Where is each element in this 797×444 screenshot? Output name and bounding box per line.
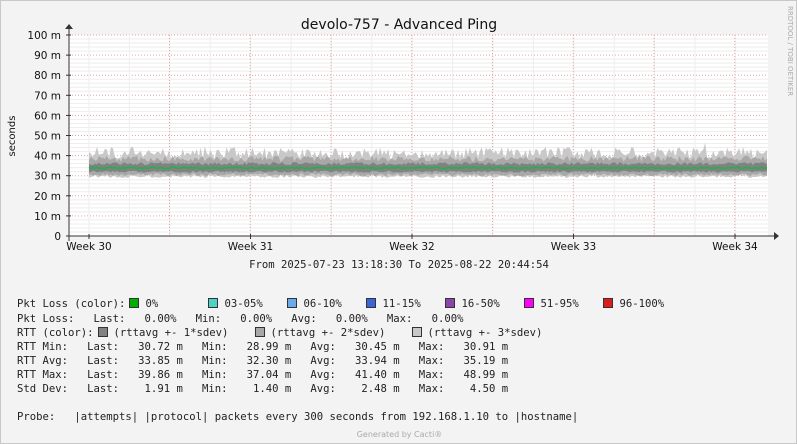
pkt-loss-swatch	[287, 298, 298, 308]
x-tick-label: Week 30	[66, 241, 111, 253]
rtt-avg-stats: RTT Avg: Last: 33.85 m Min: 32.30 m Avg:…	[17, 355, 509, 367]
std-dev-stats: Std Dev: Last: 1.91 m Min: 1.40 m Avg: 2…	[17, 383, 509, 395]
rtt-band-item: (rttavg +- 1*sdev)	[94, 327, 251, 339]
pkt-loss-item: 0%	[125, 298, 204, 310]
rtt-band-swatch	[97, 327, 108, 337]
x-tick-label: Week 32	[389, 241, 434, 253]
rtt-min-stats: RTT Min: Last: 30.72 m Min: 28.99 m Avg:…	[17, 341, 509, 353]
rtt-legend: RTT (color): (rttavg +- 1*sdev) (rttavg +-…	[17, 327, 565, 339]
rtt-band-label: (rttavg +- 1*sdev)	[113, 327, 229, 339]
x-tick-labels: Week 30 Week 31 Week 32 Week 33 Week 34	[66, 234, 758, 253]
y-tick-label: 10 m	[34, 211, 61, 223]
pkt-loss-label: 06-10%	[303, 298, 342, 310]
y-axis-arrow	[65, 24, 73, 29]
rtt-band-label: (rttavg +- 2*sdev)	[270, 327, 386, 339]
pkt-loss-label: 51-95%	[540, 298, 579, 310]
x-axis-arrow	[774, 232, 779, 240]
y-tick-label: 100 m	[27, 30, 61, 42]
y-tick-label: 90 m	[34, 50, 61, 62]
y-tick-label: 50 m	[34, 131, 61, 143]
ping-chart: 0 10 m 20 m 30 m 40 m 50 m 60 m 70 m 80 m 90 m 100…	[7, 6, 794, 271]
pkt-loss-label: 0%	[145, 298, 159, 310]
x-tick-label: Week 31	[228, 241, 273, 253]
chart-title: devolo-757 - Advanced Ping	[301, 17, 497, 33]
y-tick-label: 20 m	[34, 191, 61, 203]
pkt-loss-label: 03-05%	[224, 298, 263, 310]
pkt-loss-swatch	[129, 298, 140, 308]
pkt-loss-item: 06-10%	[283, 298, 362, 310]
y-tick-labels: 0 10 m 20 m 30 m 40 m 50 m 60 m 70 m 80 m 90 m 100…	[27, 30, 61, 243]
data-bands	[88, 142, 768, 178]
pkt-loss-swatch	[208, 298, 219, 308]
y-tick-label: 60 m	[34, 110, 61, 122]
pkt-loss-item: 03-05%	[204, 298, 283, 310]
y-tick-label: 30 m	[34, 171, 61, 183]
pkt-loss-label: Pkt Loss (color):	[17, 298, 126, 310]
rrdtool-side-label: RRDTOOL / TOBI OETIKER	[786, 6, 794, 96]
y-axis-label: seconds	[7, 116, 18, 157]
pkt-loss-legend: Pkt Loss (color): 0% 03-05% 06-10% 11-15% 16-…	[17, 298, 678, 310]
axes	[65, 24, 779, 241]
rtt-band-swatch	[411, 327, 422, 337]
pkt-loss-item: 51-95%	[520, 298, 599, 310]
pkt-loss-swatch	[445, 298, 456, 308]
rtt-items: (rttavg +- 1*sdev) (rttavg +- 2*sdev) (rtt…	[94, 327, 565, 339]
pkt-loss-item: 96-100%	[599, 298, 678, 310]
rtt-band-label: (rttavg +- 3*sdev)	[427, 327, 543, 339]
probe-info: Probe: |attempts| |protocol| packets eve…	[17, 411, 579, 423]
y-tick-label: 80 m	[34, 70, 61, 82]
rtt-label: RTT (color):	[17, 327, 94, 339]
pkt-loss-swatch	[603, 298, 614, 308]
rtt-avg-line	[88, 166, 768, 170]
pkt-loss-item: 16-50%	[441, 298, 520, 310]
y-tick-label: 70 m	[34, 90, 61, 102]
pkt-loss-label: 96-100%	[619, 298, 665, 310]
rtt-max-stats: RTT Max: Last: 39.86 m Min: 37.04 m Avg:…	[17, 369, 509, 381]
pkt-loss-swatch	[366, 298, 377, 308]
rtt-band-swatch	[254, 327, 265, 337]
x-tick-label: Week 34	[712, 241, 758, 253]
pkt-loss-label: 11-15%	[382, 298, 421, 310]
rtt-band-item: (rttavg +- 3*sdev)	[408, 327, 565, 339]
x-tick-label: Week 33	[551, 241, 596, 253]
y-tick-label: 0	[54, 231, 61, 243]
footer-credit: Generated by Cacti®	[356, 430, 443, 439]
time-range-label: From 2025-07-23 13:18:30 To 2025-08-22 2…	[249, 259, 549, 271]
y-tick-label: 40 m	[34, 151, 61, 163]
rtt-band-item: (rttavg +- 2*sdev)	[251, 327, 408, 339]
pkt-loss-items: 0% 03-05% 06-10% 11-15% 16-50% 51-95% 96-100%	[125, 298, 678, 310]
pkt-loss-stats: Pkt Loss: Last: 0.00% Min: 0.00% Avg: 0.…	[17, 313, 464, 325]
pkt-loss-item: 11-15%	[362, 298, 441, 310]
pkt-loss-label: 16-50%	[461, 298, 500, 310]
pkt-loss-swatch	[524, 298, 535, 308]
grid	[69, 34, 768, 236]
